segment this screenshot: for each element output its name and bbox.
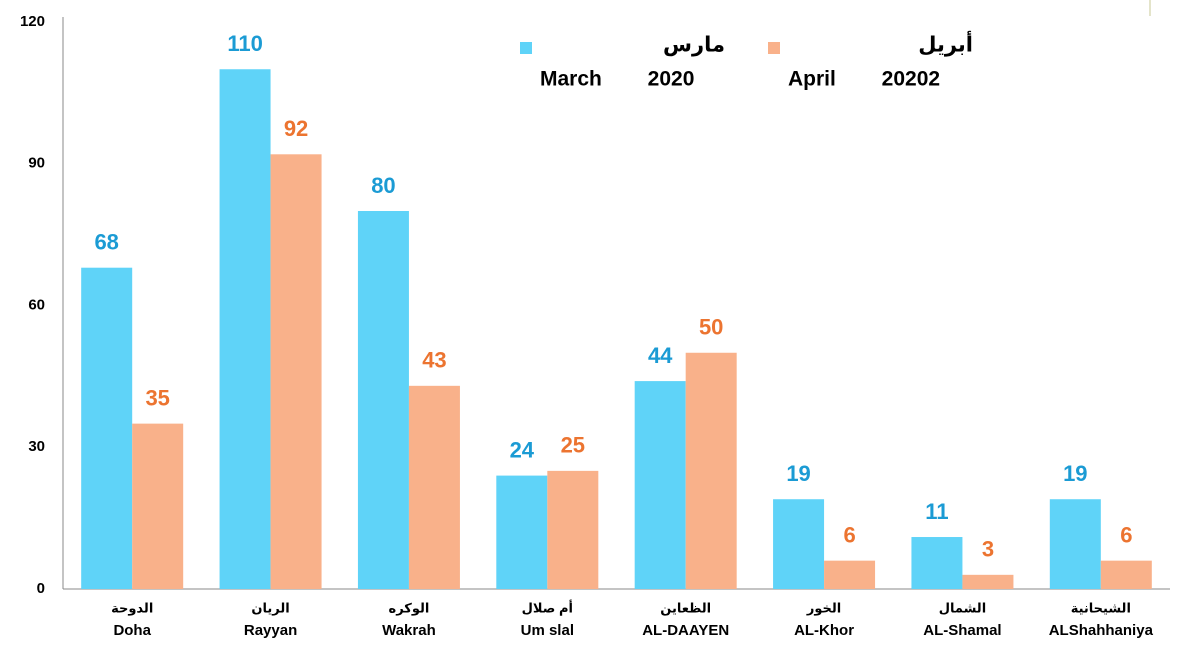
x-tick-label: ALShahhaniya	[1049, 622, 1154, 639]
data-label: 44	[648, 343, 673, 368]
x-tick-label-ar: أم صلال	[522, 599, 573, 616]
data-label: 43	[422, 348, 446, 373]
bar	[357, 211, 409, 589]
data-label: 92	[284, 116, 308, 141]
bar	[911, 537, 963, 589]
bar	[270, 154, 322, 590]
x-tick-label-ar: الريان	[251, 600, 289, 615]
data-label: 35	[145, 385, 169, 410]
data-label: 11	[925, 499, 948, 524]
bar	[1100, 560, 1152, 589]
data-label: 68	[94, 230, 118, 255]
bar	[81, 267, 133, 589]
bar	[824, 560, 876, 589]
y-tick-label: 0	[37, 580, 45, 597]
x-tick-label: Doha	[113, 622, 151, 639]
bar	[408, 385, 460, 589]
x-tick-label-ar: الوكره	[389, 600, 430, 615]
bar	[219, 69, 271, 589]
bar	[547, 470, 599, 589]
bar	[962, 574, 1014, 589]
bar	[1049, 499, 1101, 589]
data-label: 19	[786, 461, 810, 486]
x-tick-label: AL-Khor	[794, 622, 854, 639]
x-tick-label-ar: الظعاين	[660, 600, 711, 615]
y-tick-label: 120	[20, 13, 45, 30]
data-label: 110	[227, 31, 263, 56]
y-tick-label: 60	[28, 296, 45, 313]
x-tick-label: Wakrah	[382, 622, 436, 639]
bar	[773, 499, 825, 589]
x-tick-label: AL-DAAYEN	[642, 622, 729, 639]
y-tick-label: 90	[28, 155, 45, 172]
bar	[685, 352, 737, 589]
data-label: 50	[699, 315, 723, 340]
legend-swatch	[520, 42, 532, 54]
x-tick-label: Rayyan	[244, 622, 297, 639]
legend-label-ar: مارس	[663, 34, 725, 57]
x-tick-label: Um slal	[521, 622, 574, 639]
data-label: 25	[561, 433, 585, 458]
legend-label: April 20202	[788, 68, 940, 91]
data-label: 24	[510, 437, 535, 462]
x-tick-label: AL-Shamal	[923, 622, 1001, 639]
x-tick-label-ar: الدوحة	[111, 600, 153, 615]
bar	[634, 381, 686, 589]
data-label: 6	[1120, 522, 1132, 547]
legend-label-ar: أبريل	[918, 30, 973, 57]
bar	[132, 423, 184, 589]
bar	[496, 475, 548, 589]
data-label: 19	[1063, 461, 1087, 486]
data-label: 80	[371, 173, 395, 198]
x-tick-label-ar: الخور	[806, 600, 841, 615]
legend-swatch	[768, 42, 780, 54]
legend-label: March 2020	[540, 68, 694, 91]
data-label: 3	[982, 537, 994, 562]
data-label: 6	[843, 522, 855, 547]
x-tick-label-ar: الشيحانية	[1071, 600, 1131, 615]
x-tick-label-ar: الشمال	[939, 600, 986, 615]
y-tick-label: 30	[28, 438, 45, 455]
